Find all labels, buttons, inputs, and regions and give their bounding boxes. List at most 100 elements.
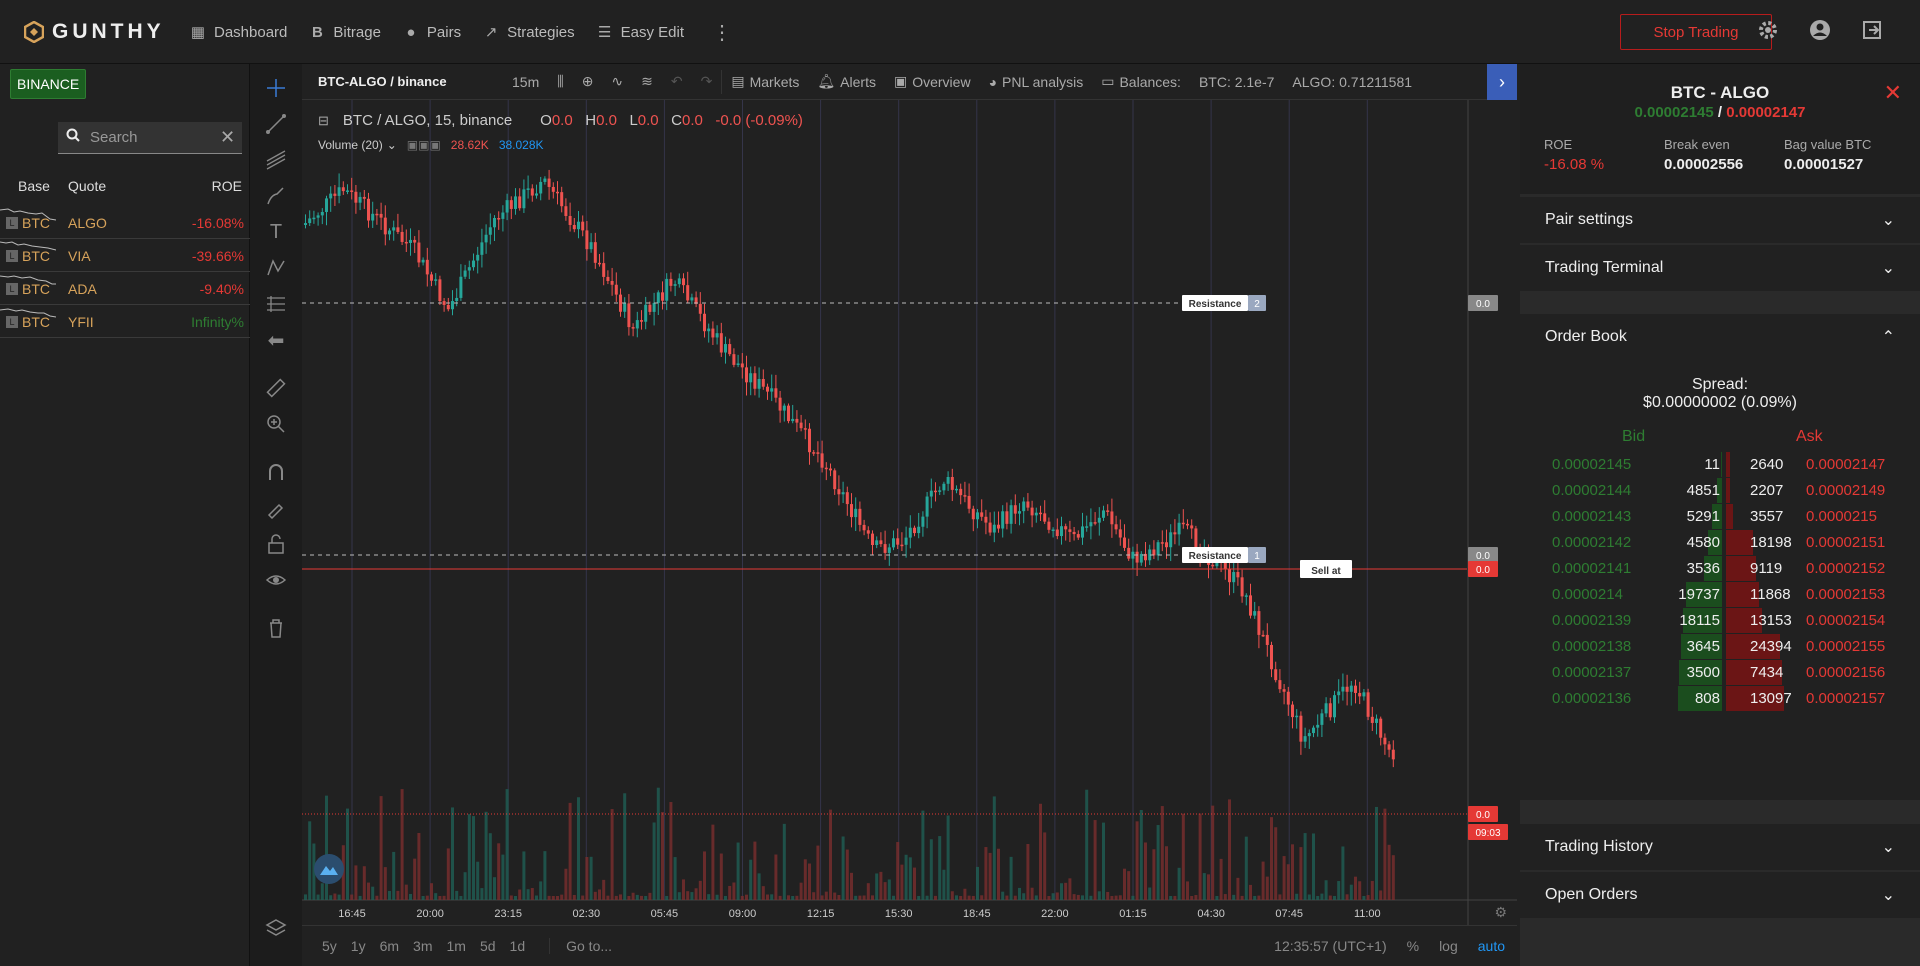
range-1d[interactable]: 1d	[509, 938, 526, 954]
close-icon[interactable]: ✕	[1883, 80, 1902, 105]
order-book-row[interactable]: 0.00002138 3645 24394 0.00002155	[1520, 634, 1920, 660]
volume-bar	[1106, 891, 1110, 900]
zoom-icon[interactable]	[264, 412, 288, 436]
volume-settings-icon[interactable]: ▣▣▣	[406, 138, 441, 152]
order-book-row[interactable]: 0.00002143 5291 3557 0.0000215	[1520, 504, 1920, 530]
volume-label[interactable]: Volume (20)	[318, 138, 383, 152]
lock-draw-icon[interactable]	[264, 496, 288, 520]
crosshair-icon[interactable]	[264, 76, 288, 100]
nav-strategies[interactable]: ↗ Strategies	[483, 23, 575, 42]
eye-icon[interactable]	[264, 568, 288, 592]
trash-icon[interactable]	[264, 616, 288, 640]
settings-icon[interactable]	[1756, 18, 1780, 42]
interval-button[interactable]: 15m	[503, 64, 548, 100]
fib-icon[interactable]	[264, 148, 288, 172]
chevron-down-icon[interactable]: ⌄	[386, 138, 397, 152]
col-roe-header[interactable]: ROE	[211, 178, 242, 194]
search-box[interactable]: ✕	[58, 122, 242, 154]
volume-bar	[858, 895, 862, 900]
trading-terminal-section[interactable]: Trading Terminal ⌄	[1520, 245, 1920, 291]
undo-icon[interactable]: ↶	[670, 73, 683, 89]
indicators-icon[interactable]: ≋	[641, 73, 653, 89]
balances-button[interactable]: ▭ Balances:	[1092, 64, 1190, 100]
magnet-icon[interactable]	[264, 460, 288, 484]
nav-easy-edit[interactable]: ☰ Easy Edit	[597, 23, 684, 42]
order-book-row[interactable]: 0.00002137 3500 7434 0.00002156	[1520, 660, 1920, 686]
range-1m[interactable]: 1m	[446, 938, 466, 954]
order-book-row[interactable]: 0.0000214 19737 11868 0.00002153	[1520, 582, 1920, 608]
pair-row[interactable]: L BTC ADA -9.40%	[0, 272, 250, 305]
exchange-badge[interactable]: BINANCE	[10, 69, 87, 99]
nav-dashboard[interactable]: ▦ Dashboard	[190, 23, 287, 42]
log-toggle[interactable]: log	[1439, 938, 1458, 954]
range-3m[interactable]: 3m	[413, 938, 433, 954]
range-1y[interactable]: 1y	[350, 938, 366, 954]
ruler-icon[interactable]	[264, 376, 288, 400]
order-book-section[interactable]: Order Book ⌃	[1520, 314, 1920, 360]
order-book-row[interactable]: 0.00002139 18115 13153 0.00002154	[1520, 608, 1920, 634]
candle-body	[1039, 512, 1042, 515]
order-book-row[interactable]: 0.00002141 3536 9119 0.00002152	[1520, 556, 1920, 582]
percent-toggle[interactable]: %	[1406, 938, 1420, 954]
chart-watermark-icon[interactable]	[314, 854, 344, 884]
logout-icon[interactable]	[1860, 18, 1884, 42]
chart-svg[interactable]: 16:45 20:00 23:15 02:30 05:45 09:00 12:15 15:30…	[302, 100, 1517, 925]
trend-line-icon[interactable]	[264, 112, 288, 136]
range-5y[interactable]: 5y	[322, 938, 337, 954]
stop-trading-button[interactable]: Stop Trading	[1620, 14, 1772, 50]
candle-type-icon[interactable]: ⫼	[557, 73, 564, 89]
overview-button[interactable]: ▣ Overview	[885, 64, 980, 100]
markets-button[interactable]: ▤ Markets	[722, 64, 808, 100]
order-book-row[interactable]: 0.00002144 4851 2207 0.00002149	[1520, 478, 1920, 504]
time-tick-label: 20:00	[416, 908, 444, 920]
prediction-icon[interactable]	[264, 292, 288, 316]
order-book-row[interactable]: 0.00002142 4580 18198 0.00002151	[1520, 530, 1920, 556]
volume-bar	[623, 793, 627, 900]
order-book-row[interactable]: 0.00002136 808 13097 0.00002157	[1520, 686, 1920, 712]
brush-icon[interactable]	[264, 184, 288, 208]
candle-body	[1379, 718, 1383, 738]
compare-icon[interactable]: ∿	[611, 73, 624, 89]
pair-row[interactable]: L BTC ALGO -16.08%	[0, 206, 250, 239]
nav-pairs[interactable]: ● Pairs	[403, 24, 461, 41]
goto-button[interactable]: Go to...	[549, 938, 612, 954]
user-icon[interactable]	[1808, 18, 1832, 42]
trading-history-section[interactable]: Trading History ⌄	[1520, 824, 1920, 870]
unlock-icon[interactable]	[264, 532, 288, 556]
resistance-2-label: Resistance	[1189, 299, 1242, 310]
collapse-icon[interactable]: ⊟	[318, 112, 329, 128]
more-menu-icon[interactable]: ⋮	[712, 21, 733, 44]
col-quote-header[interactable]: Quote	[68, 178, 107, 194]
auto-toggle[interactable]: auto	[1477, 938, 1505, 954]
layers-icon[interactable]	[264, 916, 288, 940]
order-book-row[interactable]: 0.00002145 11 2640 0.00002147	[1520, 452, 1920, 478]
back-arrow-icon[interactable]: ⬅	[267, 329, 285, 352]
chart-settings-icon[interactable]: ⚙	[1494, 904, 1507, 920]
pair-settings-section[interactable]: Pair settings ⌄	[1520, 197, 1920, 243]
range-6m[interactable]: 6m	[379, 938, 400, 954]
volume-bar	[946, 815, 950, 900]
col-base-header[interactable]: Base	[18, 178, 50, 194]
chart-symbol[interactable]: BTC-ALGO / binance	[318, 74, 447, 89]
nav-bitrage[interactable]: B Bitrage	[309, 24, 381, 41]
range-5d[interactable]: 5d	[479, 938, 496, 954]
bell-icon: 🔔︎	[817, 73, 836, 89]
search-input[interactable]	[90, 129, 210, 146]
candle-body	[644, 304, 648, 322]
chevron-right-icon[interactable]: ›	[1487, 64, 1517, 100]
clock[interactable]: 12:35:57 (UTC+1)	[1274, 938, 1387, 954]
clear-search-icon[interactable]: ✕	[220, 127, 236, 147]
alerts-button[interactable]: 🔔︎ Alerts	[808, 64, 885, 100]
pair-row[interactable]: L BTC YFII Infinity%	[0, 305, 250, 338]
pnl-button[interactable]: ◕ PNL analysis	[980, 64, 1093, 100]
volume-bar	[320, 883, 324, 900]
open-orders-section[interactable]: Open Orders ⌄	[1520, 872, 1920, 918]
add-indicator-icon[interactable]: ⊕	[581, 73, 594, 89]
pattern-icon[interactable]	[264, 256, 288, 280]
redo-icon[interactable]: ↷	[700, 73, 713, 89]
pair-row[interactable]: L BTC VIA -39.66%	[0, 239, 250, 272]
app-logo[interactable]: GUNTHY	[24, 20, 165, 44]
price-chart[interactable]: 16:45 20:00 23:15 02:30 05:45 09:00 12:15 15:30…	[302, 100, 1517, 925]
legend-title[interactable]: BTC / ALGO, 15, binance	[342, 112, 513, 129]
text-icon[interactable]: T	[269, 220, 283, 243]
